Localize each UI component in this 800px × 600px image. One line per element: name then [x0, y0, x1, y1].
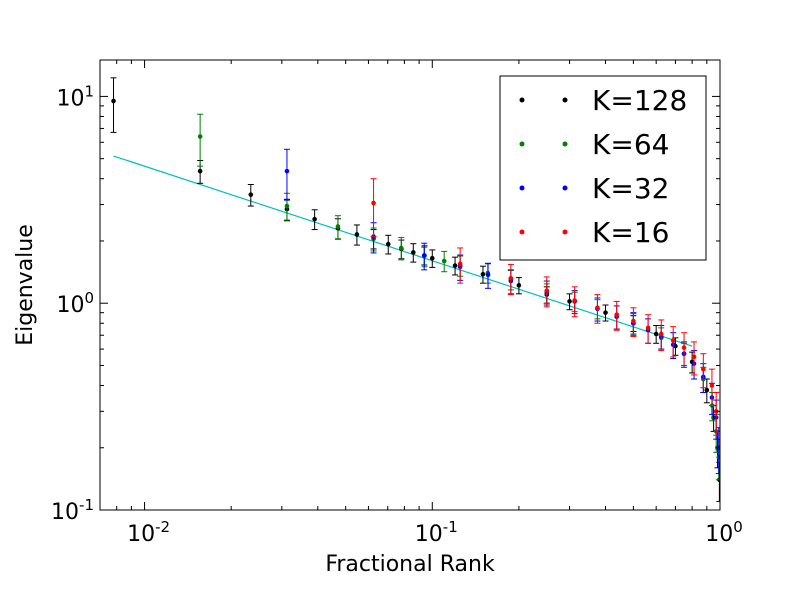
legend-marker: [562, 229, 568, 235]
data-point: [197, 168, 203, 174]
data-point: [670, 338, 676, 343]
y-axis-label: Eigenvalue: [13, 224, 38, 346]
data-point: [111, 98, 116, 104]
legend-items: K=128 K=64 K=32 K=16: [519, 84, 687, 249]
legend-marker: [519, 229, 525, 235]
data-point: [709, 383, 715, 388]
x-tick-label: 10-1: [415, 518, 458, 547]
data-point: [645, 325, 651, 331]
legend-label: K=128: [592, 84, 687, 117]
data-point: [544, 288, 550, 293]
y-tick-label: 10-1: [51, 496, 94, 525]
data-point: [429, 255, 435, 261]
legend-frame: [499, 75, 707, 261]
data-point: [197, 134, 203, 139]
data-point: [284, 168, 290, 174]
legend-marker: [562, 97, 568, 103]
data-point: [421, 253, 427, 258]
data-point: [335, 224, 341, 229]
data-point: [704, 387, 710, 393]
data-point: [658, 331, 664, 337]
legend-label: K=64: [592, 128, 669, 161]
data-point: [354, 232, 360, 237]
data-point: [701, 366, 706, 372]
data-point: [653, 331, 659, 337]
y-tick-label: 100: [56, 289, 94, 318]
data-point: [567, 299, 572, 304]
data-point: [457, 261, 463, 267]
data-point: [452, 263, 458, 268]
data-point: [572, 298, 577, 303]
x-tick-label: 10-2: [127, 518, 170, 547]
data-point: [480, 271, 486, 277]
data-point: [441, 258, 447, 264]
legend-label: K=16: [592, 216, 669, 249]
legend-marker: [519, 97, 525, 103]
legend-marker: [562, 185, 568, 191]
y-tick-label: 101: [56, 82, 94, 111]
data-point: [410, 250, 416, 255]
legend-marker: [519, 141, 525, 147]
legend: K=128 K=64 K=32 K=16: [499, 75, 707, 261]
data-point: [595, 305, 600, 311]
data-point: [371, 200, 376, 206]
legend-label: K=32: [592, 172, 669, 205]
data-point: [614, 312, 620, 317]
data-point: [631, 318, 636, 324]
x-axis-label: Fractional Rank: [325, 552, 495, 577]
data-point: [681, 345, 687, 350]
x-tick-label: 100: [705, 518, 743, 547]
data-point: [603, 310, 608, 315]
data-point: [284, 203, 290, 209]
data-point: [385, 241, 391, 247]
data-point: [398, 245, 404, 251]
data-point: [312, 216, 317, 222]
fit-line: [113, 155, 693, 347]
data-point: [516, 283, 522, 288]
data-point: [485, 272, 491, 278]
legend-marker: [562, 141, 568, 147]
data-point: [508, 275, 514, 281]
axis-ticks: 10-2 10-1 100 10-1 100 101: [51, 60, 743, 547]
series-k-16: [370, 178, 720, 436]
data-point: [691, 354, 697, 360]
plot-frame: [99, 59, 721, 511]
legend-marker: [519, 185, 525, 191]
data-point: [248, 192, 254, 197]
plot-content: [110, 77, 720, 502]
